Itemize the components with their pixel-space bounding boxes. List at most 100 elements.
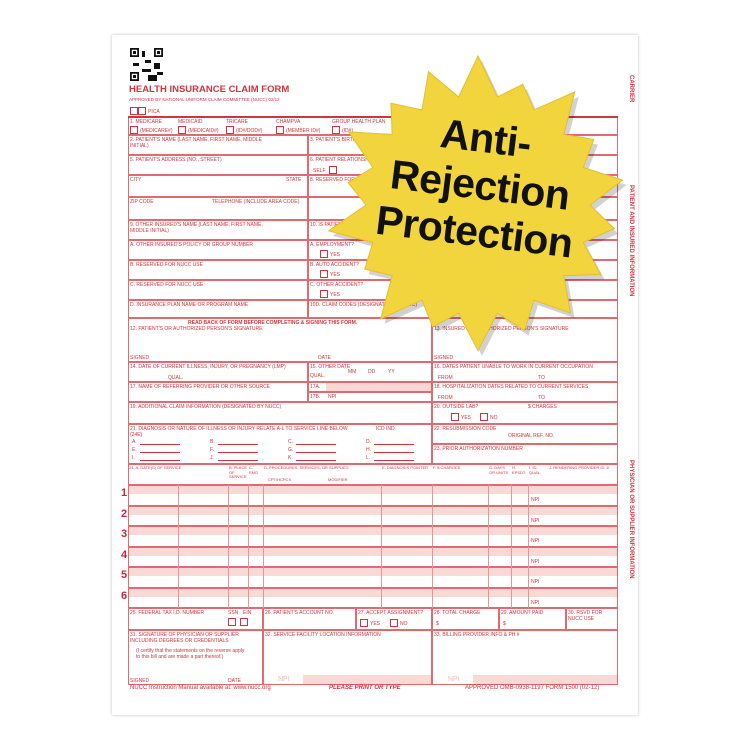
diagnosis-line[interactable] <box>218 452 258 453</box>
outside-lab-yes[interactable] <box>451 413 459 421</box>
ssn-checkbox[interactable] <box>228 618 236 626</box>
diagnosis-line[interactable] <box>374 444 414 445</box>
column-divider <box>432 526 433 546</box>
insurance-type-checkbox[interactable] <box>332 126 340 134</box>
patient-field[interactable] <box>128 280 308 300</box>
patient-field[interactable] <box>128 175 308 197</box>
patient-field[interactable] <box>128 135 308 155</box>
field-label: 2. PATIENT'S NAME (Last Name, First Name… <box>130 137 262 149</box>
field-27[interactable] <box>356 608 432 630</box>
insured-field[interactable] <box>432 280 618 300</box>
diagnosis-line[interactable] <box>218 444 258 445</box>
diagnosis-letter: F. <box>210 447 214 453</box>
insurance-type-checkbox[interactable] <box>130 126 138 134</box>
approval-note: APPROVED BY NATIONAL UNIFORM CLAIM COMMI… <box>129 97 280 102</box>
service-line-number: 4 <box>121 548 128 561</box>
diagnosis-line[interactable] <box>140 460 180 461</box>
field-label: 32. SERVICE FACILITY LOCATION INFORMATIO… <box>265 632 381 638</box>
field-22[interactable] <box>432 424 618 444</box>
diagnosis-line[interactable] <box>374 460 414 461</box>
field-18[interactable] <box>432 382 618 402</box>
yes-checkbox[interactable] <box>320 250 328 258</box>
insured-signature-field[interactable] <box>432 318 618 362</box>
field-23[interactable] <box>432 444 618 464</box>
patient-field[interactable] <box>128 220 308 240</box>
service-line[interactable] <box>128 587 618 608</box>
column-divider <box>381 485 382 505</box>
yes-checkbox[interactable] <box>320 290 328 298</box>
to-label: TO <box>538 375 545 381</box>
signed-label: SIGNED <box>130 678 150 684</box>
self-checkbox[interactable] <box>329 166 337 174</box>
field-17b[interactable] <box>308 392 432 402</box>
yes-checkbox[interactable] <box>320 270 328 278</box>
ssn-label: SSN <box>228 610 239 616</box>
column-header: D. PROCEDURES, SERVICES, OR SUPPLIES <box>264 465 349 470</box>
field-20[interactable] <box>432 402 618 424</box>
field-28[interactable] <box>432 608 499 630</box>
field-17[interactable] <box>128 382 308 402</box>
field-30[interactable] <box>566 608 618 630</box>
accept-yes[interactable] <box>360 619 368 627</box>
pica-label: PICA <box>148 109 160 115</box>
ein-label: EIN <box>243 610 252 616</box>
column-divider <box>178 546 179 567</box>
service-line[interactable] <box>128 567 618 588</box>
field-29[interactable] <box>499 608 566 630</box>
pica-box[interactable] <box>130 107 138 115</box>
service-line[interactable] <box>128 485 618 506</box>
diagnosis-line[interactable] <box>374 452 414 453</box>
field-26[interactable] <box>263 608 356 630</box>
patient-field[interactable] <box>128 197 308 220</box>
pica-box[interactable] <box>138 107 146 115</box>
diagnosis-line[interactable] <box>296 460 336 461</box>
field-25[interactable] <box>128 608 263 630</box>
insured-field[interactable] <box>432 300 618 318</box>
column-divider <box>511 587 512 608</box>
insurance-type-checkbox[interactable] <box>178 126 186 134</box>
field-label: TELEPHONE (Include Area Code) <box>212 199 300 205</box>
field-label: 20. OUTSIDE LAB? <box>434 404 479 410</box>
field-14[interactable] <box>128 362 308 382</box>
accept-no[interactable] <box>390 619 398 627</box>
outside-lab-no[interactable] <box>480 413 488 421</box>
field-19[interactable] <box>128 402 432 424</box>
patient-field[interactable] <box>128 260 308 280</box>
column-divider <box>248 546 249 567</box>
diagnosis-line[interactable] <box>218 460 258 461</box>
ein-checkbox[interactable] <box>240 618 248 626</box>
column-divider <box>432 505 433 526</box>
patient-field[interactable] <box>128 240 308 260</box>
field-17a[interactable] <box>308 382 432 392</box>
service-line[interactable] <box>128 505 618 526</box>
column-divider <box>528 546 529 567</box>
insurance-type-checkbox[interactable] <box>276 126 284 134</box>
diagnosis-line[interactable] <box>140 452 180 453</box>
diagnosis-line[interactable] <box>296 444 336 445</box>
npi-label: NPI <box>531 599 540 606</box>
patient-field[interactable] <box>128 155 308 175</box>
field-31[interactable] <box>128 630 263 685</box>
field-21[interactable] <box>128 424 432 464</box>
field-15[interactable] <box>308 362 432 382</box>
column-divider <box>488 567 489 587</box>
field-32[interactable] <box>263 630 432 685</box>
diagnosis-line[interactable] <box>140 444 180 445</box>
qual-label: QUAL. <box>168 375 184 381</box>
column-divider <box>248 505 249 526</box>
field-label: 9. OTHER INSURED'S NAME (Last Name, Firs… <box>130 222 263 234</box>
field-label: 10d. CLAIM CODES (Designated by NUCC) <box>310 302 418 308</box>
service-line[interactable] <box>128 546 618 567</box>
field-label: 21. DIAGNOSIS OR NATURE OF ILLNESS OR IN… <box>130 426 348 438</box>
field-33[interactable] <box>432 630 618 685</box>
insurance-type-checkbox[interactable] <box>226 126 234 134</box>
column-divider <box>511 526 512 546</box>
shaded-band <box>128 505 618 515</box>
diagnosis-line[interactable] <box>296 452 336 453</box>
service-line[interactable] <box>128 526 618 547</box>
diagnosis-letter: B. <box>210 439 215 445</box>
field-16[interactable] <box>432 362 618 382</box>
service-header[interactable] <box>128 464 618 485</box>
column-divider <box>528 485 529 505</box>
patient-field[interactable] <box>128 300 308 318</box>
